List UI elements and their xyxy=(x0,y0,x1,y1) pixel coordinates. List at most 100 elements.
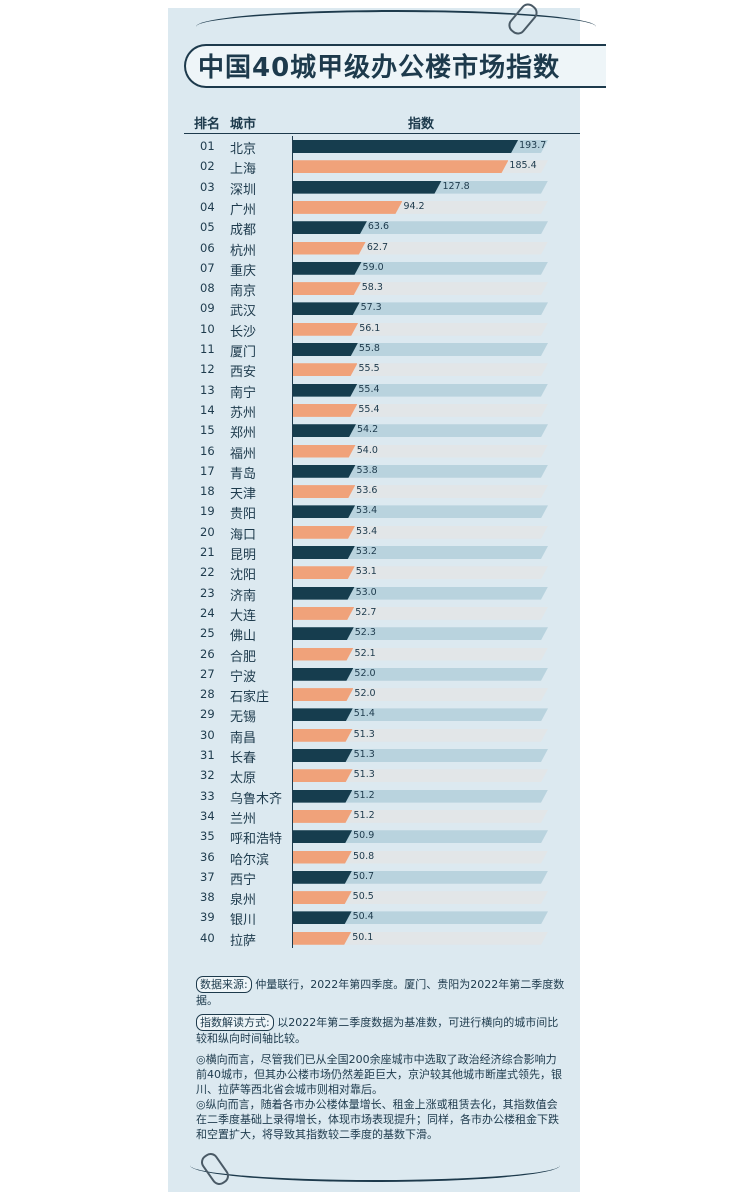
value-label: 51.3 xyxy=(353,749,375,760)
value-label: 53.0 xyxy=(355,586,377,598)
city-label: 青岛 xyxy=(230,466,257,482)
bar xyxy=(293,242,366,255)
source-tag: 数据来源: xyxy=(196,976,252,993)
city-label: 合肥 xyxy=(230,649,257,665)
value-label: 53.4 xyxy=(356,525,378,537)
value-label: 53.2 xyxy=(355,546,377,557)
rank-label: 30 xyxy=(200,727,215,742)
rank-label: 16 xyxy=(200,443,215,458)
value-label: 50.7 xyxy=(352,870,375,882)
city-label: 杭州 xyxy=(230,243,257,259)
value-label: 55.4 xyxy=(358,383,380,395)
rank-label: 27 xyxy=(200,666,215,681)
notes-method: 指数解读方式: 以2022年第二季度数据为基准数，可进行横向的城市间比较和纵向时… xyxy=(196,1014,566,1046)
bar-track xyxy=(293,769,548,782)
bar-track xyxy=(293,424,548,437)
rank-label: 24 xyxy=(200,605,215,620)
bar xyxy=(293,911,352,924)
bar-track xyxy=(293,485,548,498)
bar xyxy=(293,627,354,640)
value-label: 53.8 xyxy=(356,464,378,476)
header-rank: 排名 xyxy=(194,117,221,132)
bar-track xyxy=(293,323,548,336)
rank-label: 17 xyxy=(200,463,215,478)
bar xyxy=(293,790,352,803)
city-label: 南京 xyxy=(230,284,257,300)
bar xyxy=(293,505,355,518)
rank-label: 18 xyxy=(200,484,215,499)
city-label: 无锡 xyxy=(230,710,257,726)
bar-track xyxy=(293,363,548,376)
city-label: 天津 xyxy=(230,487,257,503)
value-label: 58.3 xyxy=(361,282,383,294)
value-label: 50.5 xyxy=(352,891,374,903)
value-label: 52.7 xyxy=(355,606,377,618)
bar-track xyxy=(293,627,548,640)
bar xyxy=(293,526,355,539)
method-tag: 指数解读方式: xyxy=(196,1014,274,1031)
title-frame xyxy=(184,44,606,88)
value-label: 94.2 xyxy=(403,200,425,212)
rank-label: 06 xyxy=(200,240,215,255)
rank-label: 15 xyxy=(200,423,215,438)
rank-label: 22 xyxy=(200,565,215,580)
city-label: 上海 xyxy=(230,162,257,178)
rank-label: 34 xyxy=(200,808,215,823)
header-index: 指数 xyxy=(408,117,435,132)
city-label: 石家庄 xyxy=(230,690,270,706)
value-label: 51.3 xyxy=(353,728,375,740)
bar xyxy=(293,465,356,478)
bar xyxy=(293,262,362,275)
bar xyxy=(293,769,353,782)
value-label: 185.4 xyxy=(509,160,537,172)
bar xyxy=(293,323,358,336)
value-label: 52.0 xyxy=(354,667,376,679)
bar xyxy=(293,810,352,823)
city-label: 苏州 xyxy=(230,405,257,421)
rank-label: 36 xyxy=(200,849,215,864)
city-label: 呼和浩特 xyxy=(230,832,283,848)
value-label: 54.0 xyxy=(356,444,378,456)
notes-point-2: ◎纵向而言，随着各市办公楼体量增长、租金上涨或租赁去化，其指数值会在二季度基础上… xyxy=(196,1098,559,1141)
rank-label: 03 xyxy=(200,179,215,194)
bar-track xyxy=(293,343,548,356)
city-label: 哈尔滨 xyxy=(230,852,270,868)
city-label: 郑州 xyxy=(230,426,257,442)
header-city: 城市 xyxy=(230,117,257,132)
rank-label: 05 xyxy=(200,220,215,235)
rank-label: 01 xyxy=(200,139,215,153)
rank-label: 21 xyxy=(200,545,215,559)
bar-track xyxy=(293,790,548,803)
city-label: 泉州 xyxy=(230,893,257,909)
rank-label: 19 xyxy=(200,504,215,519)
value-label: 193.7 xyxy=(519,140,547,151)
bar xyxy=(293,729,353,742)
bar xyxy=(293,566,355,579)
city-label: 福州 xyxy=(230,446,257,462)
city-label: 拉萨 xyxy=(230,933,257,949)
value-label: 57.3 xyxy=(360,302,382,314)
rank-label: 04 xyxy=(200,199,215,214)
city-label: 海口 xyxy=(230,527,257,543)
bar xyxy=(293,485,355,498)
city-label: 广州 xyxy=(230,202,257,218)
rank-label: 37 xyxy=(200,869,215,884)
value-label: 53.6 xyxy=(356,485,378,497)
value-label: 59.0 xyxy=(362,261,384,273)
city-label: 济南 xyxy=(230,588,257,604)
bar xyxy=(293,587,355,600)
bar xyxy=(293,668,353,681)
bar-track xyxy=(293,891,548,904)
city-label: 沈阳 xyxy=(230,568,257,584)
notes-point-1: ◎横向而言，尽管我们已从全国200余座城市中选取了政治经济综合影响力前40城市，… xyxy=(196,1053,562,1096)
rank-label: 10 xyxy=(200,321,215,336)
value-label: 56.1 xyxy=(359,322,381,334)
rank-label: 20 xyxy=(200,524,215,539)
rank-label: 25 xyxy=(200,626,215,641)
value-label: 52.1 xyxy=(354,647,376,659)
bar xyxy=(293,830,352,843)
bar-track xyxy=(293,932,548,945)
bar-track xyxy=(293,566,548,579)
value-label: 54.2 xyxy=(356,424,379,436)
bar-track xyxy=(293,505,548,518)
